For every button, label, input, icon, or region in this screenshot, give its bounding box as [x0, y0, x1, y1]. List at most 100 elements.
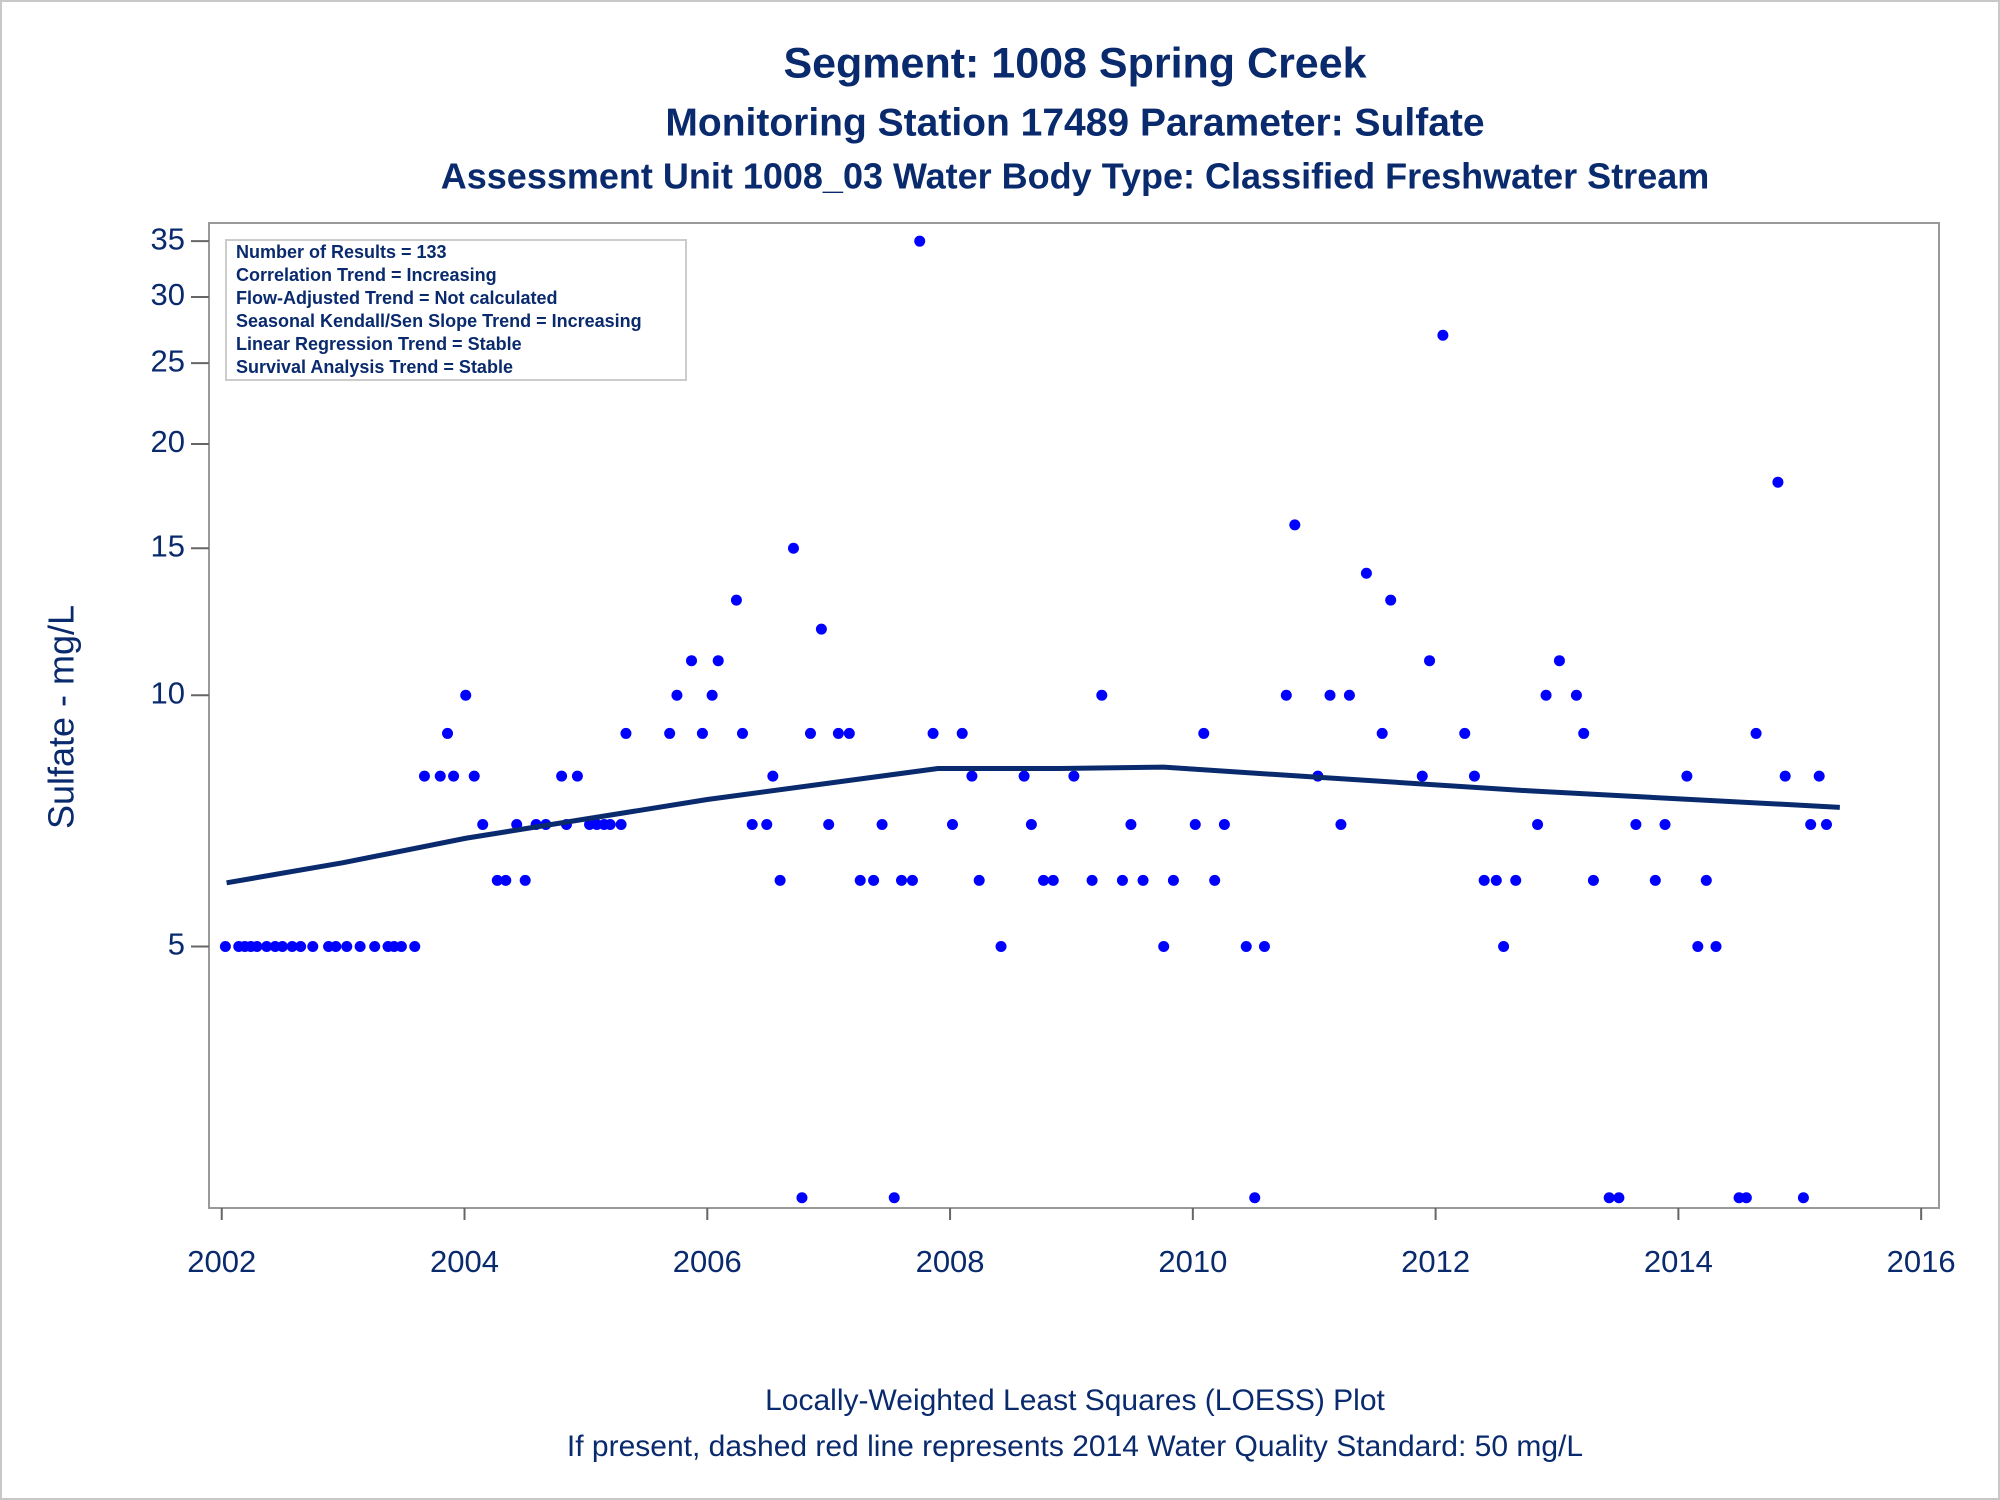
data-point [1740, 1192, 1752, 1204]
x-tick-label: 2014 [1644, 1244, 1713, 1279]
data-point [1468, 770, 1480, 782]
data-point [823, 819, 835, 831]
data-point [295, 940, 307, 952]
data-point [1772, 476, 1784, 488]
data-point [1360, 567, 1372, 579]
data-point [1289, 519, 1301, 531]
data-point [1385, 594, 1397, 606]
data-point [434, 770, 446, 782]
data-point [491, 874, 503, 886]
data-point [1750, 727, 1762, 739]
data-point [1258, 940, 1270, 952]
data-point [1587, 874, 1599, 886]
data-point [1681, 770, 1693, 782]
data-point [796, 1192, 808, 1204]
annotation: Correlation Trend = Increasing [236, 265, 497, 285]
data-point [804, 727, 816, 739]
data-point [1240, 940, 1252, 952]
data-point [604, 819, 616, 831]
data-point [1813, 770, 1825, 782]
data-point [276, 940, 288, 952]
data-point [1805, 819, 1817, 831]
data-point [1038, 874, 1050, 886]
data-point [696, 727, 708, 739]
annotation: Number of Results = 133 [236, 242, 447, 262]
data-point [1068, 770, 1080, 782]
data-point [1692, 940, 1704, 952]
data-point [1490, 874, 1502, 886]
data-point [500, 874, 512, 886]
data-point [843, 727, 855, 739]
x-tick-label: 2016 [1887, 1244, 1956, 1279]
annotation: Flow-Adjusted Trend = Not calculated [236, 288, 558, 308]
data-point [1498, 940, 1510, 952]
data-point [664, 727, 676, 739]
data-point [1116, 874, 1128, 886]
data-point [286, 940, 298, 952]
data-point [896, 874, 908, 886]
data-point [519, 874, 531, 886]
x-tick-label: 2008 [916, 1244, 985, 1279]
plot-area [208, 222, 1940, 1209]
data-point [730, 594, 742, 606]
data-point [219, 940, 231, 952]
data-point [868, 874, 880, 886]
data-point [1659, 819, 1671, 831]
data-point [888, 1192, 900, 1204]
data-point [914, 235, 926, 247]
data-point [1047, 874, 1059, 886]
data-point [706, 689, 718, 701]
data-point [1578, 727, 1590, 739]
data-point [767, 770, 779, 782]
data-point [1158, 940, 1170, 952]
data-point [1459, 727, 1471, 739]
data-point [1797, 1192, 1809, 1204]
data-point [1553, 655, 1565, 667]
data-point [1779, 770, 1791, 782]
data-point [686, 655, 698, 667]
data-point [341, 940, 353, 952]
data-point [1630, 819, 1642, 831]
y-tick-label: 15 [151, 528, 185, 563]
data-point [620, 727, 632, 739]
annotation: Seasonal Kendall/Sen Slope Trend = Incre… [236, 311, 642, 331]
x-tick-label: 2006 [673, 1244, 742, 1279]
y-tick-label: 35 [151, 221, 185, 256]
x-tick-label: 2002 [187, 1244, 256, 1279]
data-point [973, 874, 985, 886]
data-point [330, 940, 342, 952]
footnote: Locally-Weighted Least Squares (LOESS) P… [765, 1384, 1385, 1417]
data-point [1343, 689, 1355, 701]
data-point [460, 689, 472, 701]
x-tick-label: 2010 [1158, 1244, 1227, 1279]
data-point [1649, 874, 1661, 886]
data-point [995, 940, 1007, 952]
y-tick-label: 20 [151, 424, 185, 459]
data-point [418, 770, 430, 782]
data-point [876, 819, 888, 831]
data-point [761, 819, 773, 831]
data-point [1478, 874, 1490, 886]
y-axis-label: Sulfate - mg/L [41, 605, 82, 829]
data-point [815, 623, 827, 635]
data-point [1532, 819, 1544, 831]
data-point [927, 727, 939, 739]
data-point [1125, 819, 1137, 831]
data-point [1086, 874, 1098, 886]
data-point [832, 727, 844, 739]
footnote: If present, dashed red line represents 2… [567, 1430, 1583, 1463]
data-point [1570, 689, 1582, 701]
data-point [477, 819, 489, 831]
data-point [671, 689, 683, 701]
data-point [712, 655, 724, 667]
data-point [956, 727, 968, 739]
annotation: Survival Analysis Trend = Stable [236, 357, 513, 377]
data-point [615, 819, 627, 831]
data-point [1603, 1192, 1615, 1204]
data-point [1209, 874, 1221, 886]
data-point [1249, 1192, 1261, 1204]
annotation-box [225, 239, 687, 381]
chart-subtitle: Assessment Unit 1008_03 Water Body Type:… [441, 156, 1710, 197]
data-point [1437, 329, 1449, 341]
